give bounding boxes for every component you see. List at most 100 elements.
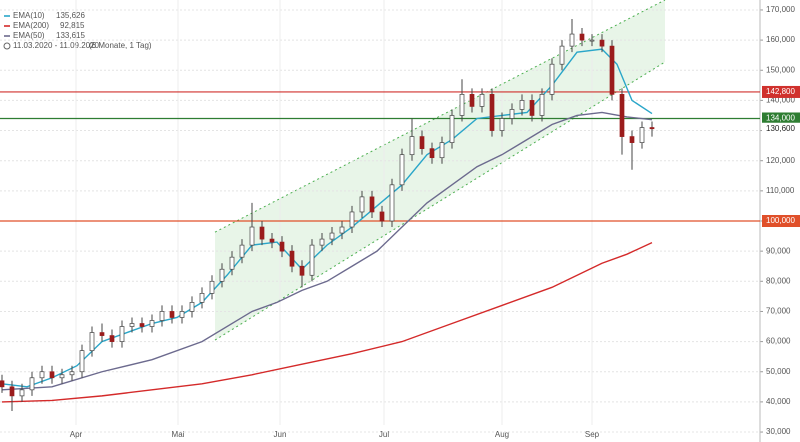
candle-body — [569, 33, 575, 47]
candle-body — [39, 371, 45, 379]
candle-body — [239, 244, 245, 258]
candle-body — [249, 226, 255, 246]
level-label: 142,800 — [766, 87, 795, 96]
last-price-badge — [762, 122, 800, 135]
candle-body — [259, 226, 265, 240]
candle-body — [289, 250, 295, 267]
candle-body — [9, 386, 15, 397]
candle-body — [139, 323, 145, 327]
candle-body — [599, 39, 605, 47]
candle-body — [429, 148, 435, 159]
candle-body — [539, 94, 545, 116]
candle-body — [319, 238, 325, 246]
legend: EMA(10) 135,626 EMA(200) 92,815 EMA(50) 133,6… — [3, 11, 152, 50]
legend-name: EMA(200) — [13, 21, 49, 30]
x-tick-label: Aug — [495, 430, 509, 439]
candle-body — [119, 326, 125, 342]
candle-body — [129, 323, 135, 327]
legend-value: 135,626 — [56, 11, 85, 20]
level-badge — [762, 85, 800, 98]
y-tick-label: 160,000 — [766, 35, 795, 44]
candle-body — [19, 389, 25, 397]
period-note: (6 Monate, 1 Tag) — [89, 41, 152, 50]
y-tick-label: 150,000 — [766, 65, 795, 74]
candle-body — [649, 127, 655, 130]
candle-body — [609, 45, 615, 95]
y-tick-label: 70,000 — [766, 307, 791, 316]
x-tick-label: Jul — [379, 430, 389, 439]
candle-body — [489, 94, 495, 131]
candle-body — [439, 142, 445, 159]
candle-body — [449, 115, 455, 143]
candle-body — [349, 211, 355, 228]
candle-body — [269, 238, 275, 243]
y-tick-label: 170,000 — [766, 5, 795, 14]
candle-body — [579, 33, 585, 41]
candle-body — [369, 196, 375, 213]
ema-line — [1, 111, 653, 391]
y-tick-label: 50,000 — [766, 367, 791, 376]
ema-line — [1, 242, 653, 403]
level-label: 134,000 — [766, 114, 795, 123]
y-tick-label: 30,000 — [766, 427, 791, 436]
level-label: 100,000 — [766, 216, 795, 225]
candle-body — [479, 94, 485, 107]
candle-body — [409, 136, 415, 156]
last-price-label: 130,600 — [766, 124, 795, 133]
x-tick-label: Jun — [274, 430, 287, 439]
candle-body — [389, 184, 395, 222]
candle-body — [49, 371, 55, 379]
period: 11.03.2020 - 11.09.2020 — [13, 41, 100, 50]
level-badge — [762, 215, 800, 227]
candle-body — [199, 293, 205, 303]
candle-body — [619, 94, 625, 137]
y-tick-label: 40,000 — [766, 397, 791, 406]
legend-name: EMA(50) — [13, 31, 45, 40]
candle-body — [169, 311, 175, 318]
candle-body — [529, 100, 535, 116]
y-tick-label: 140,000 — [766, 96, 795, 105]
candle-body — [419, 136, 425, 149]
candle-body — [179, 311, 185, 318]
candle-body — [629, 136, 635, 143]
legend-value: 92,815 — [60, 21, 85, 30]
candle-body — [229, 256, 235, 270]
ema-line — [1, 48, 653, 388]
level-badge — [762, 112, 800, 125]
legend-name: EMA(10) — [13, 11, 45, 20]
candle-body — [329, 232, 335, 240]
candle-body — [459, 94, 465, 116]
candle-body — [109, 335, 115, 342]
candle-body — [519, 100, 525, 110]
candle-body — [79, 350, 85, 373]
candle-body — [299, 265, 305, 276]
candle-body — [209, 280, 215, 294]
candle-body — [149, 320, 155, 327]
candle-body — [0, 380, 5, 388]
y-tick-label: 90,000 — [766, 246, 791, 255]
candle-body — [69, 371, 75, 376]
candle-body — [469, 94, 475, 107]
clock-icon — [3, 42, 11, 50]
legend-value: 133,615 — [56, 31, 85, 40]
candle-body — [559, 45, 565, 65]
candle-body — [509, 109, 515, 119]
candle-body — [499, 118, 505, 131]
candle-body — [589, 39, 595, 42]
candle-body — [279, 241, 285, 252]
channel-line — [214, 0, 666, 233]
candle-body — [379, 211, 385, 222]
candle-body — [189, 302, 195, 312]
x-tick-label: Mai — [172, 430, 185, 439]
candle-body — [89, 332, 95, 351]
candle-body — [639, 127, 645, 143]
candle-body — [219, 268, 225, 282]
candle-body — [549, 63, 555, 95]
x-tick-label: Sep — [585, 430, 600, 439]
y-tick-label: 60,000 — [766, 337, 791, 346]
candle-body — [59, 374, 65, 379]
channel-line — [214, 61, 666, 341]
y-tick-label: 110,000 — [766, 186, 795, 195]
y-tick-label: 120,000 — [766, 156, 795, 165]
